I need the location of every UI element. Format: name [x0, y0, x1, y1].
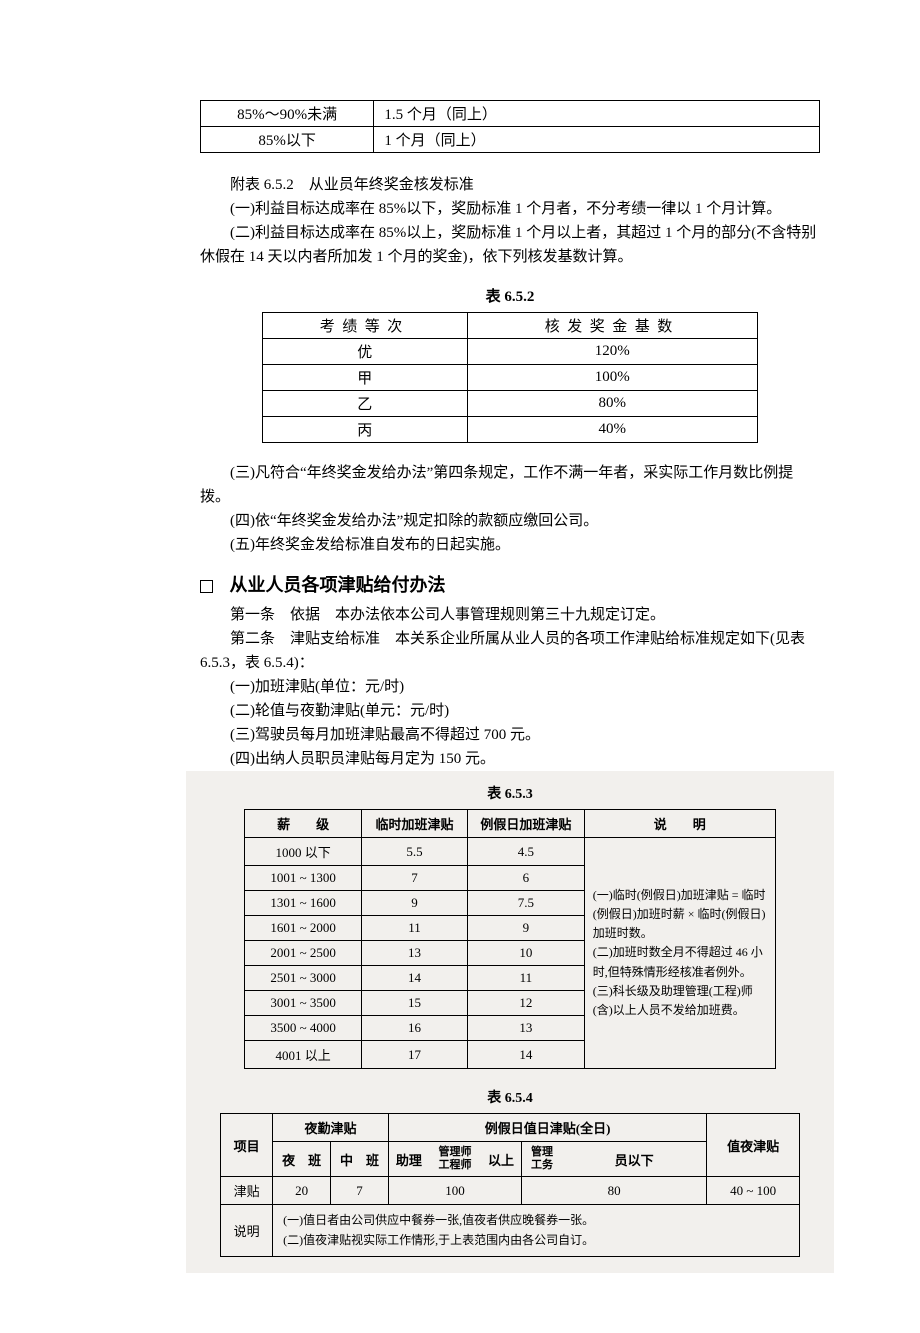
- table-row: 85%～90%未满 1.5 个月（同上）: [201, 101, 820, 127]
- base: 120%: [467, 339, 758, 365]
- col-base: 核发奖金基数: [467, 313, 758, 339]
- grade: 优: [263, 339, 468, 365]
- article-1: 第一条 依据 本办法依本公司人事管理规则第三十九规定订定。: [200, 603, 820, 627]
- col-above-mid: 管理师 工程师: [429, 1142, 481, 1177]
- note-3: (三)科长级及助理管理(工程)师(含)以上人员不发给加班费。: [593, 982, 767, 1020]
- night-val: 20: [273, 1177, 331, 1205]
- paragraph-1: (一)利益目标达成率在 85%以下，奖励标准 1 个月者，不分考绩一律以 1 个…: [200, 197, 820, 221]
- notes-cell: (一)临时(例假日)加班津贴 = 临时(例假日)加班时薪 × 临时(例假日)加班…: [584, 838, 775, 1069]
- article-2d: (四)出纳人员职员津贴每月定为 150 元。: [200, 747, 820, 771]
- note-1: (一)临时(例假日)加班津贴 = 临时(例假日)加班时薪 × 临时(例假日)加班…: [593, 886, 767, 944]
- article-2b: (二)轮值与夜勤津贴(单元：元/时): [200, 699, 820, 723]
- allowance-row: 津贴 20 7 100 80 40 ~ 100: [221, 1177, 800, 1205]
- table-header-row-1: 项目 夜勤津贴 例假日值日津贴(全日) 值夜津贴: [221, 1114, 800, 1142]
- rate-reward: 1 个月（同上）: [374, 127, 820, 153]
- article-2a: (一)加班津贴(单位：元/时): [200, 675, 820, 699]
- col-grade: 考绩等次: [263, 313, 468, 339]
- note-1: (一)值日者由公司供应中餐券一张,值夜者供应晚餐券一张。: [283, 1211, 789, 1230]
- table-caption-6-5-3: 表 6.5.3: [208, 783, 812, 803]
- col-holiday-duty: 例假日值日津贴(全日): [388, 1114, 706, 1142]
- section-title-text: 从业人员各项津贴给付办法: [230, 575, 446, 595]
- col-above-right: 以上: [481, 1142, 522, 1177]
- col-above-left: 助理: [388, 1142, 429, 1177]
- temp-ot: 5.5: [361, 838, 467, 866]
- mid-val: 7: [331, 1177, 389, 1205]
- base: 80%: [467, 391, 758, 417]
- attachment-title: 附表 6.5.2 从业员年终奖金核发标准: [200, 173, 820, 197]
- overtime-allowance-table: 薪 级 临时加班津贴 例假日加班津贴 说 明 1000 以下 5.5 4.5 (…: [244, 809, 776, 1069]
- table-header-row: 薪 级 临时加班津贴 例假日加班津贴 说 明: [245, 810, 776, 838]
- grade: 乙: [263, 391, 468, 417]
- note-row: 说明 (一)值日者由公司供应中餐券一张,值夜者供应晚餐券一张。 (二)值夜津贴视…: [221, 1205, 800, 1256]
- table-row: 甲 100%: [263, 365, 758, 391]
- table-row: 丙 40%: [263, 417, 758, 443]
- note-2: (二)值夜津贴视实际工作情形,于上表范围内由各公司自订。: [283, 1231, 789, 1250]
- row-label: 津贴: [221, 1177, 273, 1205]
- article-2c: (三)驾驶员每月加班津贴最高不得超过 700 元。: [200, 723, 820, 747]
- square-bullet-icon: [200, 580, 213, 593]
- col-holiday-ot: 例假日加班津贴: [468, 810, 585, 838]
- below-val: 80: [522, 1177, 707, 1205]
- grade: 丙: [263, 417, 468, 443]
- col-night-allowance: 夜勤津贴: [273, 1114, 389, 1142]
- table-row: 优 120%: [263, 339, 758, 365]
- col-night-shift: 夜 班: [273, 1142, 331, 1177]
- table-row: 1000 以下 5.5 4.5 (一)临时(例假日)加班津贴 = 临时(例假日)…: [245, 838, 776, 866]
- table-row: 乙 80%: [263, 391, 758, 417]
- col-night-duty: 值夜津贴: [707, 1114, 800, 1177]
- bonus-base-table: 考绩等次 核发奖金基数 优 120% 甲 100% 乙 80% 丙 40%: [262, 312, 758, 443]
- rate-range: 85%以下: [201, 127, 374, 153]
- table-caption-6-5-4: 表 6.5.4: [208, 1087, 812, 1107]
- paragraph-2: (二)利益目标达成率在 85%以上，奖励标准 1 个月以上者，其超过 1 个月的…: [200, 221, 820, 269]
- reward-rate-table: 85%～90%未满 1.5 个月（同上） 85%以下 1 个月（同上）: [200, 100, 820, 153]
- night-duty-val: 40 ~ 100: [707, 1177, 800, 1205]
- col-item: 项目: [221, 1114, 273, 1177]
- grade: 甲: [263, 365, 468, 391]
- col-below-left: 管理 工务: [522, 1142, 563, 1177]
- salary-level: 1000 以下: [245, 838, 362, 866]
- base: 40%: [467, 417, 758, 443]
- article-2: 第二条 津贴支给标准 本关系企业所属从业人员的各项工作津贴给标准规定如下(见表 …: [200, 627, 820, 675]
- row-label: 说明: [221, 1205, 273, 1256]
- note-2: (二)加班时数全月不得超过 46 小时,但特殊情形经核准者例外。: [593, 943, 767, 981]
- base: 100%: [467, 365, 758, 391]
- table-row: 85%以下 1 个月（同上）: [201, 127, 820, 153]
- col-below-right: 员以下: [562, 1142, 707, 1177]
- section-title: 从业人员各项津贴给付办法: [200, 571, 820, 597]
- rate-reward: 1.5 个月（同上）: [374, 101, 820, 127]
- note-cell: (一)值日者由公司供应中餐券一张,值夜者供应晚餐券一张。 (二)值夜津贴视实际工…: [273, 1205, 800, 1256]
- paragraph-5: (五)年终奖金发给标准自发布的日起实施。: [200, 533, 820, 557]
- above-val: 100: [388, 1177, 521, 1205]
- paragraph-3: (三)凡符合“年终奖金发给办法”第四条规定，工作不满一年者，采实际工作月数比例提…: [200, 461, 820, 509]
- col-temp-ot: 临时加班津贴: [361, 810, 467, 838]
- table-caption-6-5-2: 表 6.5.2: [200, 285, 820, 306]
- table-header-row: 考绩等次 核发奖金基数: [263, 313, 758, 339]
- shift-allowance-table: 项目 夜勤津贴 例假日值日津贴(全日) 值夜津贴 夜 班 中 班 助理 管理师 …: [220, 1113, 800, 1257]
- paragraph-4: (四)依“年终奖金发给办法”规定扣除的款额应缴回公司。: [200, 509, 820, 533]
- rate-range: 85%～90%未满: [201, 101, 374, 127]
- holiday-ot: 4.5: [468, 838, 585, 866]
- scanned-tables-region: 表 6.5.3 薪 级 临时加班津贴 例假日加班津贴 说 明 1000 以下 5…: [186, 771, 834, 1273]
- col-mid-shift: 中 班: [331, 1142, 389, 1177]
- col-salary-level: 薪 级: [245, 810, 362, 838]
- col-notes: 说 明: [584, 810, 775, 838]
